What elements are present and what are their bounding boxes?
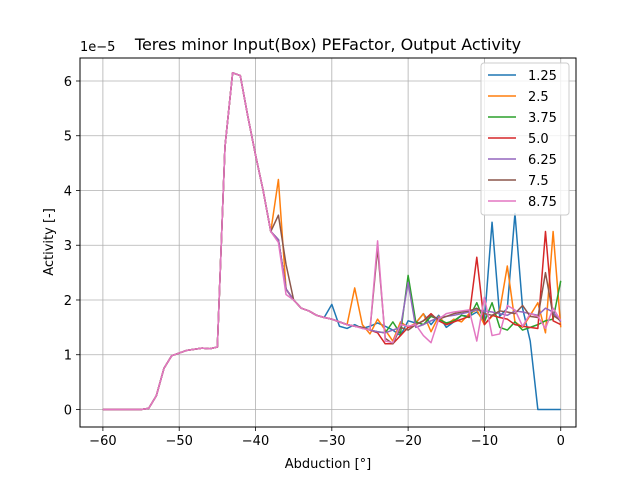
x-ticks: −60 −50 −40 −30 −20 −10 0: [89, 427, 565, 449]
y-ticks: 0 1 2 3 4 5 6: [64, 75, 80, 418]
x-tick-label: −40: [242, 434, 269, 449]
y-tick-label: 5: [64, 130, 72, 145]
x-axis-label: Abduction [°]: [285, 457, 371, 472]
legend-label: 1.25: [528, 69, 557, 84]
legend-label: 3.75: [528, 111, 557, 126]
x-tick-label: −20: [394, 434, 421, 449]
legend: 1.25 2.5 3.75 5.0 6.25 7.5 8.75: [480, 62, 570, 216]
legend-box: [480, 62, 570, 216]
plot-frame: [79, 57, 577, 428]
legend-label: 2.5: [528, 90, 549, 105]
x-tick-label: −50: [165, 434, 192, 449]
series-line-8-75: [102, 72, 562, 411]
y-offset-label: 1e−5: [80, 40, 115, 55]
legend-label: 8.75: [528, 195, 557, 210]
x-tick-label: 0: [557, 434, 565, 449]
y-tick-label: 2: [64, 294, 72, 309]
chart-title: Teres minor Input(Box) PEFactor, Output …: [134, 35, 521, 54]
legend-label: 5.0: [528, 132, 549, 147]
x-tick-label: −30: [318, 434, 345, 449]
y-tick-label: 4: [64, 184, 72, 199]
legend-label: 7.5: [528, 174, 549, 189]
y-tick-label: 1: [64, 349, 72, 364]
y-tick-label: 0: [64, 403, 72, 418]
legend-items: 1.25 2.5 3.75 5.0 6.25 7.5 8.75: [488, 69, 557, 210]
y-axis-label: Activity [-]: [42, 208, 57, 276]
y-tick-label: 6: [64, 75, 72, 90]
x-tick-label: −10: [471, 434, 498, 449]
legend-label: 6.25: [528, 153, 557, 168]
x-tick-label: −60: [89, 434, 116, 449]
y-tick-label: 3: [64, 239, 72, 254]
series-lines: [102, 72, 562, 411]
